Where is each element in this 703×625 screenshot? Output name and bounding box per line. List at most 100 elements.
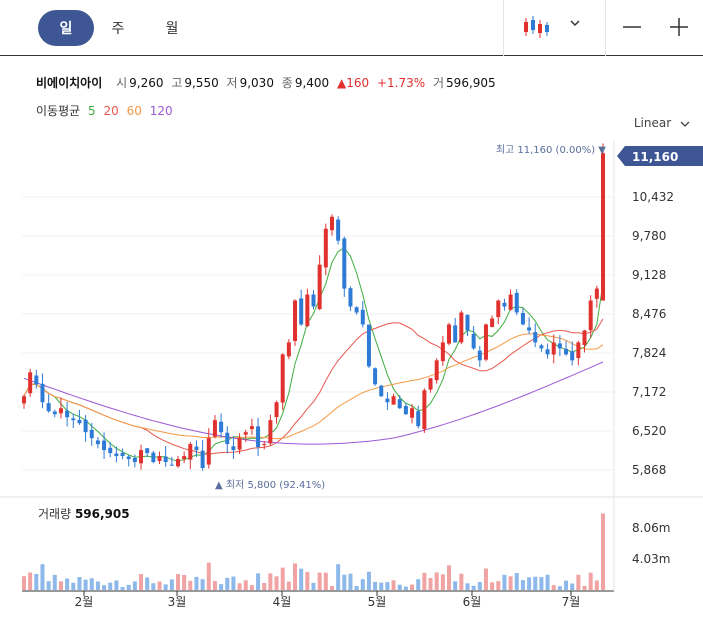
volume-bar	[582, 585, 587, 590]
candle-body	[120, 453, 125, 457]
price-tick-label: 10,432	[632, 190, 674, 204]
volume-bar	[71, 582, 76, 590]
volume-bar	[163, 584, 168, 590]
candle-body	[576, 342, 581, 359]
volume-panel-label: 거래량	[38, 507, 72, 521]
stock-summary: 비에이치아이 시 9,260 고 9,550 저 9,030 종 9,400 ▲160 …	[36, 74, 496, 91]
candle-body	[379, 385, 384, 397]
volume-bar	[527, 577, 532, 590]
month-label: 7월	[562, 595, 581, 609]
chevron-down-icon[interactable]	[568, 16, 582, 30]
ma-60-line	[23, 333, 604, 440]
candle-body	[410, 408, 415, 418]
high-value: 9,550	[184, 76, 219, 90]
moving-average-label: 이동평균	[36, 104, 81, 118]
volume-bar	[157, 581, 162, 590]
price-tick-label: 9,128	[632, 268, 666, 282]
candle-body	[305, 294, 310, 327]
candle-body	[52, 411, 57, 415]
volume-bar	[256, 573, 261, 590]
volume-tick-label: 8.06m	[632, 521, 670, 535]
grid-lines	[0, 140, 703, 592]
volume-bar	[28, 572, 33, 590]
volume-bar	[354, 585, 359, 590]
candle-body	[342, 238, 347, 289]
candle-body	[182, 456, 187, 460]
candle-body	[77, 419, 82, 424]
tab-monthly[interactable]: 월	[165, 21, 179, 37]
candle-body	[40, 383, 45, 403]
volume-bar	[280, 567, 285, 590]
low-value: 9,030	[239, 76, 274, 90]
price-tick-label: 5,868	[632, 463, 666, 477]
volume-bar	[231, 576, 236, 590]
volume-bar	[348, 573, 353, 590]
volume-bar	[219, 584, 224, 590]
candle-body	[594, 288, 599, 299]
volume-bar	[551, 585, 556, 590]
candle-body	[582, 330, 587, 345]
volume-bar	[175, 574, 180, 590]
ma-120: 120	[149, 104, 173, 118]
volume-bar	[139, 574, 144, 590]
candle-body	[126, 456, 131, 460]
plus-icon[interactable]	[666, 14, 692, 40]
minus-icon[interactable]	[619, 14, 645, 40]
candle-body	[416, 411, 421, 427]
tab-weekly[interactable]: 주	[111, 21, 125, 37]
candle-body	[483, 324, 488, 360]
month-label: 2월	[75, 595, 94, 609]
volume-bar	[65, 578, 70, 590]
price-tick-label: 8,476	[632, 307, 666, 321]
volume-bar	[564, 580, 569, 590]
scale-label: Linear	[633, 116, 672, 130]
candle-body	[366, 324, 371, 367]
moving-average-legend: 이동평균 5 20 60 120	[36, 102, 177, 119]
toolbar-divider	[503, 0, 504, 56]
volume-bar	[557, 586, 562, 590]
volume-bar	[588, 572, 593, 590]
volume-bar	[225, 577, 230, 590]
volume-bar	[311, 582, 316, 590]
candle-body	[268, 420, 273, 444]
candle-body	[206, 438, 211, 465]
tab-daily[interactable]: 일	[38, 10, 94, 46]
price-markers: 최고 11,160 (0.00%) ▼ ▲ 최저 5,800 (92.41%) 11…	[215, 144, 703, 491]
candle-body	[564, 348, 569, 355]
volume-bar	[545, 574, 550, 590]
volume-bar	[453, 581, 458, 590]
toolbar-divider	[605, 0, 606, 56]
candle-body	[348, 288, 353, 307]
candle-body	[188, 444, 193, 460]
candle-body	[237, 438, 242, 450]
candle-body	[243, 432, 248, 435]
candle-body	[354, 307, 359, 313]
volume-bar	[317, 572, 322, 590]
volume-bar	[95, 581, 100, 590]
volume-bar	[533, 576, 538, 590]
candle-body	[397, 399, 402, 409]
ma-5-line	[23, 247, 604, 462]
volume-bar	[490, 582, 495, 590]
scale-dropdown[interactable]: Linear	[634, 116, 691, 130]
candle-body	[539, 345, 544, 349]
volume-bar	[410, 584, 415, 590]
candle-body	[83, 419, 88, 433]
volume-bar	[323, 572, 328, 590]
candle-body	[249, 426, 254, 430]
candle-body	[219, 421, 224, 433]
volume-bar	[249, 585, 254, 590]
candle-body	[440, 342, 445, 362]
price-tick-label: 7,824	[632, 346, 666, 360]
volume-bar	[108, 582, 113, 590]
volume-bar	[34, 573, 39, 590]
month-label: 3월	[168, 595, 187, 609]
volume-bar	[403, 586, 408, 590]
volume-bar	[169, 579, 174, 590]
candle-body	[391, 396, 396, 405]
candlestick-icon[interactable]	[522, 14, 550, 40]
chevron-down-icon	[680, 121, 690, 127]
volume-bar	[89, 578, 94, 590]
volume-bar	[576, 574, 581, 590]
